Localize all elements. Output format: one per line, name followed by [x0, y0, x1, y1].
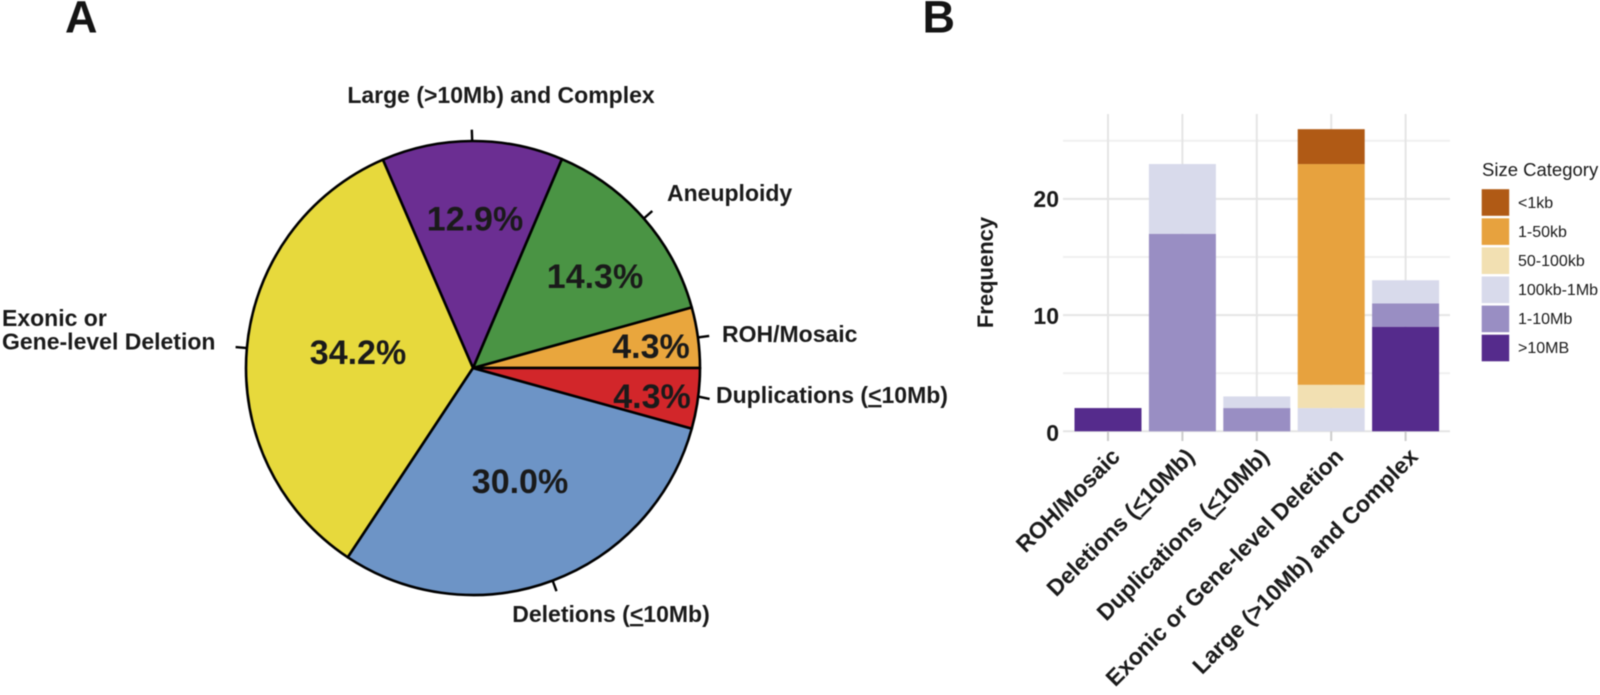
svg-text:Size Category: Size Category — [1482, 159, 1599, 180]
svg-text:>10MB: >10MB — [1518, 340, 1569, 357]
svg-text:1-50kb: 1-50kb — [1518, 224, 1567, 241]
svg-text:Frequency: Frequency — [973, 216, 998, 328]
svg-text:A: A — [65, 0, 98, 43]
svg-text:Deletions (<10Mb): Deletions (<10Mb) — [512, 601, 709, 627]
svg-text:B: B — [923, 0, 956, 43]
svg-text:1-10Mb: 1-10Mb — [1518, 311, 1572, 328]
svg-text:12.9%: 12.9% — [427, 201, 523, 239]
svg-text:4.3%: 4.3% — [612, 328, 690, 366]
svg-text:ROH/Mosaic: ROH/Mosaic — [722, 321, 858, 347]
svg-text:50-100kb: 50-100kb — [1518, 253, 1585, 270]
svg-text:Exonic or: Exonic or — [2, 305, 107, 331]
svg-text:4.3%: 4.3% — [613, 378, 691, 416]
svg-text:<1kb: <1kb — [1518, 195, 1553, 212]
svg-text:Gene-level Deletion: Gene-level Deletion — [2, 329, 215, 355]
svg-text:100kb-1Mb: 100kb-1Mb — [1518, 282, 1598, 299]
svg-text:0: 0 — [1046, 420, 1059, 446]
svg-text:10: 10 — [1033, 303, 1059, 329]
svg-text:20: 20 — [1033, 186, 1059, 212]
svg-text:Large (>10Mb) and Complex: Large (>10Mb) and Complex — [347, 82, 655, 108]
svg-text:Aneuploidy: Aneuploidy — [667, 180, 792, 206]
svg-text:Duplications (<10Mb): Duplications (<10Mb) — [716, 382, 948, 408]
svg-text:30.0%: 30.0% — [472, 463, 568, 501]
svg-text:34.2%: 34.2% — [310, 334, 406, 372]
svg-text:14.3%: 14.3% — [547, 258, 643, 296]
